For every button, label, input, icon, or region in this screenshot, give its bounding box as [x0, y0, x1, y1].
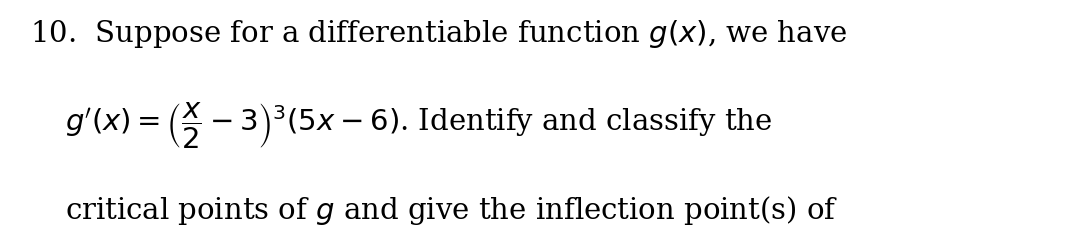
Text: critical points of $g$ and give the inflection point(s) of: critical points of $g$ and give the infl… [65, 194, 839, 227]
Text: $g'(x) = \left(\dfrac{x}{2} - 3\right)^{3} (5x - 6)$. Identify and classify the: $g'(x) = \left(\dfrac{x}{2} - 3\right)^{… [65, 101, 773, 151]
Text: 10.  Suppose for a differentiable function $g(x)$, we have: 10. Suppose for a differentiable functio… [30, 18, 847, 50]
